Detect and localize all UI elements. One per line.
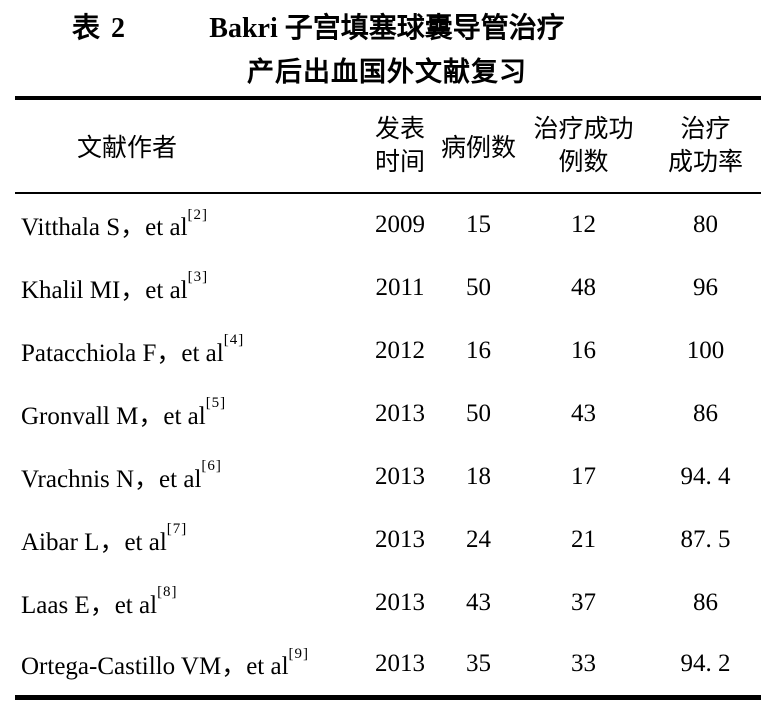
success-cases-cell: 33 [571,650,596,678]
year-cell: 2013 [375,525,425,553]
year-cell: 2013 [375,650,425,678]
success-rate-cell: 94. 2 [680,650,731,678]
author-cell: Vrachnis N，et al[6] [15,445,360,508]
success-cases-cell: 48 [571,273,596,301]
success-cases-cell: 17 [571,462,596,490]
success-cases-cell: 12 [571,211,596,238]
col-header-success-rate-line1: 治疗 [680,116,731,143]
success-rate-cell: 80 [693,211,718,238]
table-row: Patacchiola F，et al[4] 2012 16 16 100 [15,319,761,382]
author-name: Aibar L，et al [21,528,167,556]
author-name: Patacchiola F，et al [21,339,224,367]
citation-ref: [6] [201,458,222,475]
success-rate-cell: 86 [693,588,718,616]
success-rate-cell: 100 [686,336,725,364]
table-row: Ortega-Castillo VM，et al[9] 2013 35 33 9… [15,634,761,697]
table-row: Vrachnis N，et al[6] 2013 18 17 94. 4 [15,445,761,508]
col-header-treat-success-line1: 治疗成功 [533,116,634,143]
literature-review-table: 文献作者 发表 时间 病例数 治疗成功 例数 治疗 成功率 Vitthala S… [15,96,761,700]
success-rate-cell: 86 [693,399,718,427]
col-header-publish-time-line1: 发表 [374,116,425,143]
table-caption-line1: 表 2 Bakri 子宫填塞球囊导管治疗 [0,6,774,52]
table-caption: 表 2 Bakri 子宫填塞球囊导管治疗 产后出血国外文献复习 [0,0,774,96]
citation-ref: [4] [223,332,245,349]
cases-cell: 24 [466,525,491,553]
col-header-success-rate-line2: 成功率 [667,149,743,176]
author-cell: Gronvall M，et al[5] [15,382,360,445]
success-cases-cell: 21 [571,525,596,553]
author-cell: Patacchiola F，et al[4] [15,319,360,382]
table-row: Laas E，et al[8] 2013 43 37 86 [15,571,761,634]
citation-ref: [9] [288,646,310,663]
success-cases-cell: 16 [571,336,596,364]
col-header-cases: 病例数 [440,135,516,162]
success-cases-cell: 43 [571,399,596,427]
table-title-line1: Bakri 子宫填塞球囊导管治疗 [209,13,565,44]
cases-cell: 50 [466,273,491,301]
author-cell: Laas E，et al[8] [15,571,360,634]
cases-cell: 35 [466,650,491,678]
success-rate-cell: 87. 5 [680,525,731,553]
col-header-treat-success: 治疗成功 例数 [517,98,650,193]
success-cases-cell: 37 [571,588,596,616]
author-cell: Khalil MI，et al[3] [15,256,360,319]
author-name: Gronvall M，et al [21,402,206,430]
year-cell: 2013 [375,588,425,616]
citation-ref: [2] [187,206,209,223]
author-name: Khalil MI，et al [21,276,188,304]
year-cell: 2011 [375,273,425,301]
author-cell: Vitthala S，et al[2] [15,193,360,256]
citation-ref: [5] [205,395,227,412]
col-header-treat-success-line2: 例数 [558,149,609,176]
table-body: Vitthala S，et al[2] 2009 15 12 80 Khalil… [15,193,761,697]
table-row: Gronvall M，et al[5] 2013 50 43 86 [15,382,761,445]
citation-ref: [7] [166,521,188,538]
success-rate-cell: 94. 4 [680,462,731,490]
cases-cell: 18 [466,462,491,490]
author-name: Laas E，et al [21,591,158,619]
year-cell: 2013 [375,399,425,427]
table-number: 表 2 [72,13,128,44]
citation-ref: [3] [187,269,209,286]
col-header-author: 文献作者 [77,135,178,162]
table-title-line2: 产后出血国外文献复习 [247,57,527,87]
cases-cell: 16 [466,336,491,364]
author-cell: Ortega-Castillo VM，et al[9] [15,634,360,697]
table-header: 文献作者 发表 时间 病例数 治疗成功 例数 治疗 成功率 [15,98,761,193]
year-cell: 2013 [375,462,425,490]
col-header-publish-time-line2: 时间 [374,149,425,176]
author-name: Ortega-Castillo VM，et al [21,653,289,681]
table-row: Aibar L，et al[7] 2013 24 21 87. 5 [15,508,761,571]
col-header-publish-time: 发表 时间 [360,98,440,193]
cases-cell: 15 [466,211,491,238]
table-row: Khalil MI，et al[3] 2011 50 48 96 [15,256,761,319]
year-cell: 2009 [375,211,425,238]
success-rate-cell: 96 [693,273,718,301]
cases-cell: 50 [466,399,491,427]
col-header-success-rate: 治疗 成功率 [650,98,761,193]
author-cell: Aibar L，et al[7] [15,508,360,571]
cases-cell: 43 [466,588,491,616]
year-cell: 2012 [375,336,425,364]
table-row: Vitthala S，et al[2] 2009 15 12 80 [15,193,761,256]
author-name: Vrachnis N，et al [21,465,202,493]
header-row: 文献作者 发表 时间 病例数 治疗成功 例数 治疗 成功率 [15,98,761,193]
author-name: Vitthala S，et al [21,214,188,241]
citation-ref: [8] [157,584,178,601]
